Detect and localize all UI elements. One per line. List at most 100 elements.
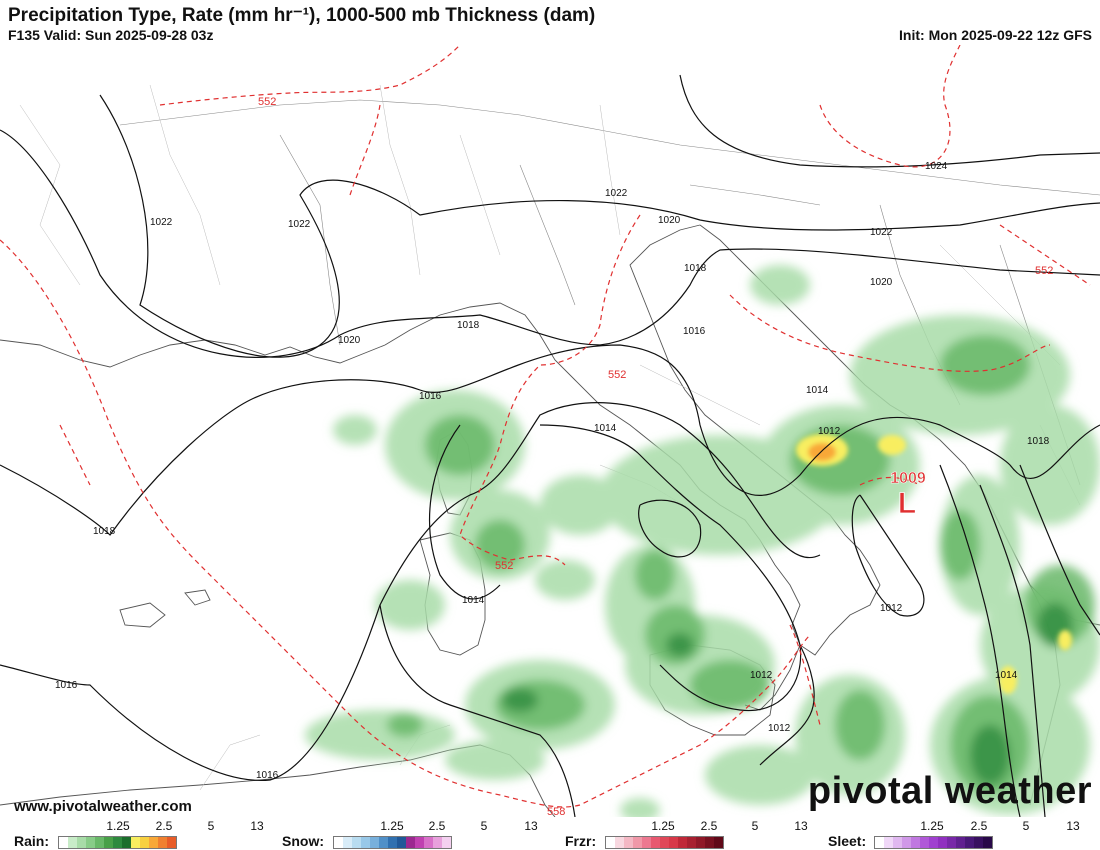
legend-swatch: [95, 837, 104, 848]
legend-swatch: [59, 837, 68, 848]
legend-swatch: [86, 837, 95, 848]
isobar-label: 1022: [150, 217, 173, 228]
legend-swatch: [397, 837, 406, 848]
legend-swatch: [424, 837, 433, 848]
isobar-label: 1018: [684, 263, 707, 274]
legend-tick: 2.5: [155, 819, 173, 833]
legend-swatch: [104, 837, 113, 848]
thickness-label: 552: [608, 369, 626, 381]
isobar-label: 1012: [768, 723, 791, 734]
legend-swatch: [140, 837, 149, 848]
legend-snow: Snow: 1.25 2.5 5 13: [280, 817, 555, 850]
low-pressure-value: 1009: [890, 470, 926, 487]
precip-legend: Rain: 1.25 2.5 5 13 Snow: 1.25 2.5 5 13 …: [0, 817, 1100, 850]
legend-swatch: [361, 837, 370, 848]
isobar-label: 1024: [925, 161, 948, 172]
legend-tick: 13: [524, 819, 538, 833]
legend-tick: 1.25: [106, 819, 130, 833]
legend-swatch: [388, 837, 397, 848]
legend-swatch: [68, 837, 77, 848]
legend-swatch: [113, 837, 122, 848]
legend-swatch: [158, 837, 167, 848]
isobars: [0, 74, 1100, 817]
thickness-label: 552: [258, 96, 276, 108]
legend-rain: Rain: 1.25 2.5 5 13: [0, 817, 280, 850]
legend-swatch: [615, 837, 624, 848]
legend-swatch: [678, 837, 687, 848]
legend-swatch: [911, 837, 920, 848]
legend-tick: 13: [1066, 819, 1080, 833]
valid-time: F135 Valid: Sun 2025-09-28 03z: [8, 27, 214, 43]
legend-swatch: [149, 837, 158, 848]
legend-swatch: [370, 837, 379, 848]
legend-swatch: [624, 837, 633, 848]
legend-swatch: [633, 837, 642, 848]
legend-tick: 2.5: [700, 819, 718, 833]
isobar-label: 1020: [870, 277, 893, 288]
legend-tick: 1.25: [651, 819, 675, 833]
isobar-label: 1016: [55, 680, 78, 691]
legend-swatch: [696, 837, 705, 848]
legend-swatch: [974, 837, 983, 848]
legend-swatch: [938, 837, 947, 848]
thickness-labels: 552 552 552 552 558: [258, 96, 1053, 817]
isobar-label: 1020: [658, 215, 681, 226]
isobar-label: 1016: [683, 326, 706, 337]
precip-rain: [305, 265, 1100, 817]
isobar-label: 1018: [457, 320, 480, 331]
isobar-label: 1020: [338, 335, 361, 346]
precip-heavy: [796, 434, 1072, 694]
legend-swatch: [714, 837, 723, 848]
legend-swatch: [642, 837, 651, 848]
legend-swatch: [660, 837, 669, 848]
legend-swatch: [122, 837, 131, 848]
isobar-label: 1014: [594, 423, 617, 434]
legend-swatch: [77, 837, 86, 848]
legend-tick: 5: [751, 819, 759, 833]
weather-map[interactable]: 1024 1022 1022 1022 1022 1020 1020 1020 …: [0, 45, 1100, 817]
legend-swatch: [606, 837, 615, 848]
legend-swatch: [343, 837, 352, 848]
legend-swatch: [875, 837, 884, 848]
website-url: www.pivotalweather.com: [14, 798, 192, 815]
legend-swatch: [406, 837, 415, 848]
low-pressure-symbol: L: [898, 487, 916, 520]
legend-swatch: [669, 837, 678, 848]
legend-swatch: [705, 837, 714, 848]
legend-swatch: [893, 837, 902, 848]
isobar-label: 1022: [288, 219, 311, 230]
legend-tick: 5: [207, 819, 215, 833]
legend-frzr-label: Frzr:: [565, 833, 597, 849]
thickness-label: 552: [1035, 265, 1053, 277]
legend-snow-bar: [333, 836, 452, 849]
isobar-labels: 1024 1022 1022 1022 1022 1020 1020 1020 …: [55, 161, 1050, 781]
legend-swatch: [334, 837, 343, 848]
legend-swatch: [920, 837, 929, 848]
legend-swatch: [415, 837, 424, 848]
thickness-label: 558: [547, 806, 565, 817]
legend-swatch: [442, 837, 451, 848]
isobar-label: 1014: [806, 385, 829, 396]
legend-frzr: Frzr: 1.25 2.5 5 13: [563, 817, 828, 850]
isobar-label: 1018: [93, 526, 116, 537]
isobar-label: 1016: [419, 391, 442, 402]
legend-tick: 2.5: [970, 819, 988, 833]
legend-swatch: [651, 837, 660, 848]
legend-tick: 1.25: [920, 819, 944, 833]
legend-tick: 5: [480, 819, 488, 833]
isobar-label: 1014: [462, 595, 485, 606]
isobar-label: 1012: [818, 426, 841, 437]
legend-swatch: [947, 837, 956, 848]
isobar-label: 1012: [880, 603, 903, 614]
isobar-label: 1022: [870, 227, 893, 238]
legend-swatch: [687, 837, 696, 848]
isobar-label: 1022: [605, 188, 628, 199]
low-pressure-center: 1009 L: [890, 470, 926, 521]
init-time: Init: Mon 2025-09-22 12z GFS: [899, 27, 1092, 43]
legend-swatch: [902, 837, 911, 848]
legend-swatch: [131, 837, 140, 848]
legend-tick: 5: [1022, 819, 1030, 833]
isobar-label: 1016: [256, 770, 279, 781]
thickness-label: 552: [495, 560, 513, 572]
map-canvas: 1024 1022 1022 1022 1022 1020 1020 1020 …: [0, 45, 1100, 817]
